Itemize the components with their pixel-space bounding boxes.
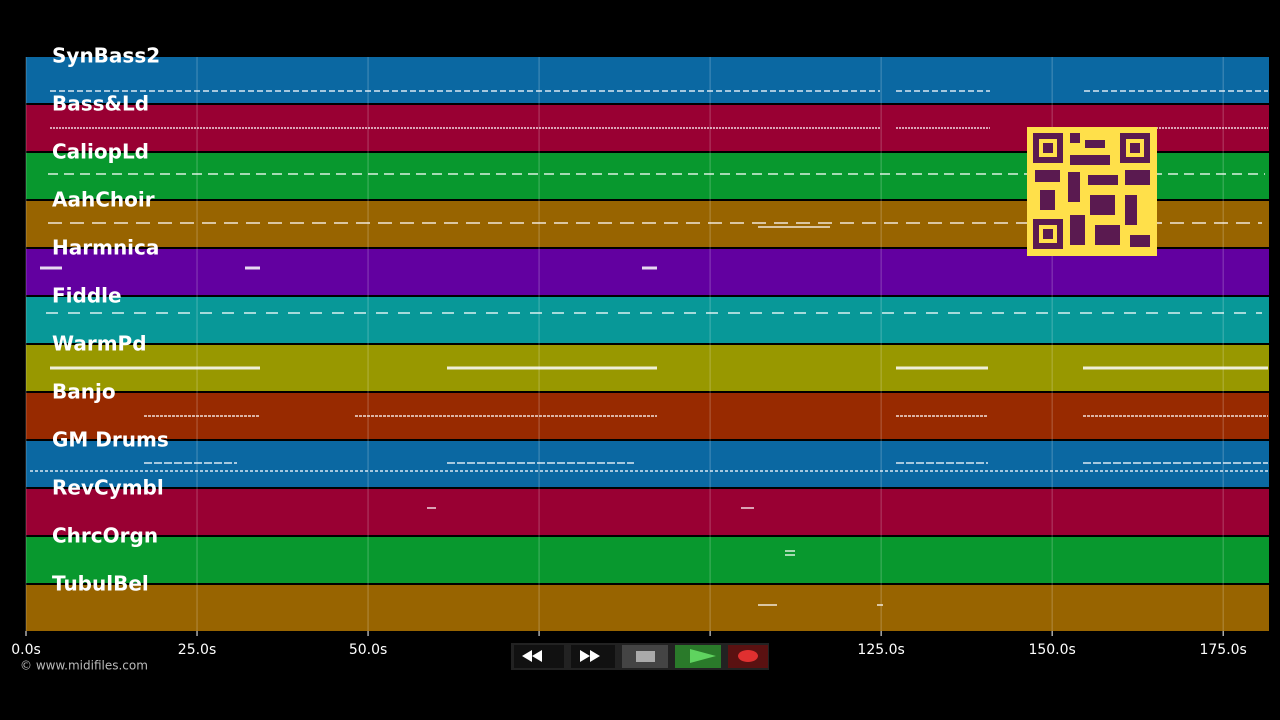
tick-label: 25.0s bbox=[178, 642, 216, 658]
track-name: ChrcOrgn bbox=[52, 524, 158, 548]
track-row bbox=[26, 441, 1269, 487]
tick-label: 50.0s bbox=[349, 642, 387, 658]
track-row bbox=[26, 537, 1269, 583]
track-name: SynBass2 bbox=[52, 44, 160, 68]
track-name: CaliopLd bbox=[52, 140, 149, 164]
tick-label: 150.0s bbox=[1028, 642, 1075, 658]
track-name: TubulBel bbox=[52, 572, 149, 596]
track-name: RevCymbl bbox=[52, 476, 164, 500]
track-name: AahChoir bbox=[52, 188, 155, 212]
rewind-button[interactable] bbox=[514, 645, 564, 668]
track-row bbox=[26, 585, 1269, 631]
play-button[interactable] bbox=[675, 645, 721, 668]
track-labels: SynBass2 Bass&Ld CaliopLd AahChoir Harmnica F… bbox=[52, 44, 169, 596]
track-name: Fiddle bbox=[52, 284, 122, 308]
tick-label: 125.0s bbox=[857, 642, 904, 658]
track-name: WarmPd bbox=[52, 332, 147, 356]
track-name: Banjo bbox=[52, 380, 116, 404]
track-row bbox=[26, 489, 1269, 535]
record-button[interactable] bbox=[728, 645, 768, 668]
track-row bbox=[26, 297, 1269, 343]
qr-code bbox=[1027, 127, 1157, 256]
copyright: © www.midifiles.com bbox=[20, 659, 148, 673]
track-row bbox=[26, 249, 1269, 295]
tick-label: 175.0s bbox=[1199, 642, 1246, 658]
fast-forward-button[interactable] bbox=[571, 645, 615, 668]
track-name: Bass&Ld bbox=[52, 92, 149, 116]
notes bbox=[30, 90, 1268, 606]
transport-controls bbox=[511, 643, 769, 670]
tick-label: 0.0s bbox=[11, 642, 41, 658]
track-name: GM Drums bbox=[52, 428, 169, 452]
stop-button[interactable] bbox=[622, 645, 668, 668]
track-name: Harmnica bbox=[52, 236, 159, 260]
track-row bbox=[26, 57, 1269, 103]
